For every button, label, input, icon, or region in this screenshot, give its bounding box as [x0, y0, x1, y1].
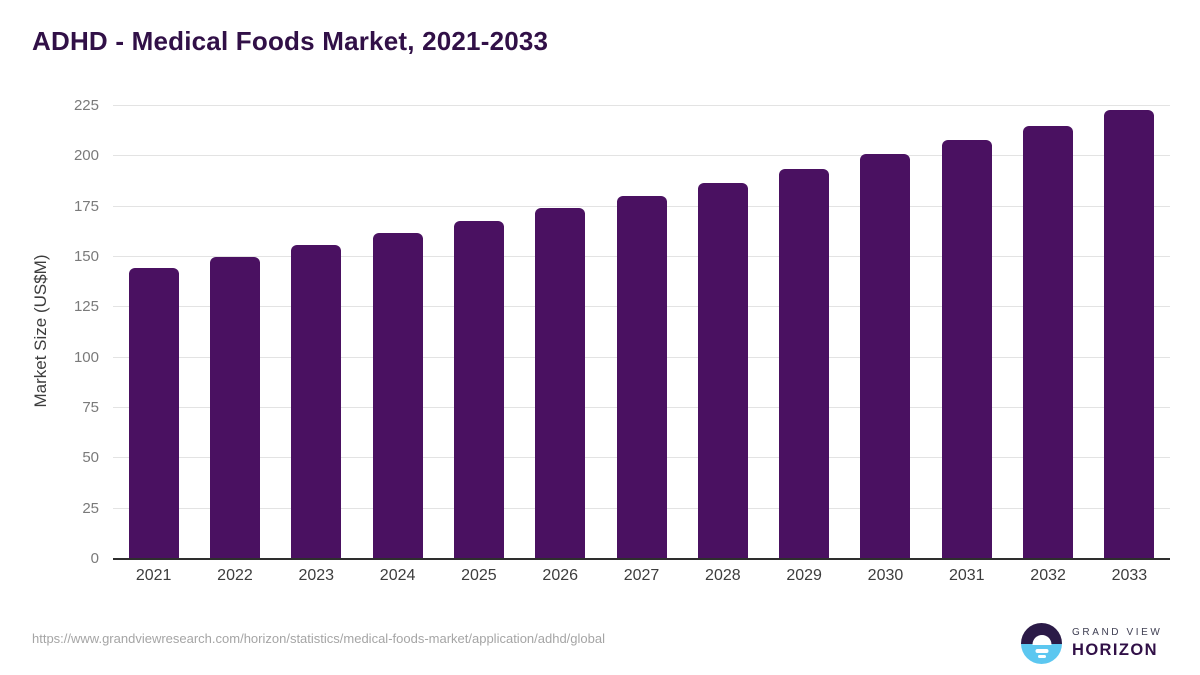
bar-2033[interactable] [1104, 110, 1155, 558]
bar-slot [438, 105, 519, 558]
bar-2031[interactable] [941, 140, 992, 558]
logo-sky-half [1021, 623, 1062, 644]
bar-slot [357, 105, 438, 558]
x-tick-label-2030: 2030 [867, 567, 904, 584]
bar-2022[interactable] [209, 257, 260, 558]
x-tick-label-2026: 2026 [542, 567, 579, 584]
x-tick-label-2023: 2023 [298, 567, 335, 584]
y-tick-label: 225 [73, 97, 99, 114]
logo-sun-dome [1032, 635, 1051, 645]
x-tick-label-2033: 2033 [1111, 567, 1148, 584]
bar-slot [194, 105, 275, 558]
bar-2030[interactable] [860, 154, 911, 558]
x-tick-label-2028: 2028 [705, 567, 741, 584]
y-tick-label: 50 [82, 449, 99, 467]
y-tick-label: 0 [90, 550, 99, 567]
y-tick-label: 150 [73, 248, 99, 265]
x-tick-label-2029: 2029 [786, 567, 822, 584]
bar-2026[interactable] [535, 207, 586, 558]
logo-grand-view-label: GRAND VIEW [1072, 627, 1163, 638]
logo-text: GRAND VIEW HORIZON [1072, 627, 1162, 660]
bar-slot [926, 105, 1007, 558]
logo-horizon-label: HORIZON [1072, 641, 1158, 659]
bar-2023[interactable] [291, 244, 342, 558]
gridline-0: 0 [91, 550, 1170, 567]
bar-slot [520, 105, 601, 558]
bar-2027[interactable] [616, 195, 667, 558]
bar-slot [682, 105, 763, 558]
x-axis-labels: 2021 2022 2023 2024 2025 2026 2027 2028 2029 2030… [113, 567, 1170, 585]
x-tick-label-2027: 2027 [623, 567, 660, 584]
x-axis-line [113, 558, 1170, 560]
chart-title: ADHD - Medical Foods Market, 2021-2033 [32, 26, 549, 56]
logo-reflection-bar [1037, 655, 1046, 658]
gridline-225: 225 [74, 97, 1170, 114]
y-tick-label: 75 [82, 399, 99, 416]
x-tick-label-2024: 2024 [379, 567, 416, 584]
x-tick-label-2031: 2031 [948, 567, 985, 584]
y-axis-title: Market Size (US$M) [31, 254, 50, 408]
x-tick-label-2032: 2032 [1030, 567, 1066, 584]
bar-2028[interactable] [697, 182, 748, 558]
x-tick-label-2021: 2021 [135, 567, 172, 584]
grand-view-horizon-logo: GRAND VIEW HORIZON [1021, 622, 1171, 666]
bar-slot [764, 105, 845, 558]
plot-area: 0 25 50 75 100 125 150 175 200 225 [74, 97, 1170, 567]
bar-slot [276, 105, 357, 558]
logo-sea-half [1021, 643, 1062, 664]
y-tick-label: 125 [73, 298, 99, 316]
bar-slot [845, 105, 926, 558]
bar-2029[interactable] [779, 169, 830, 558]
y-tick-label: 175 [73, 197, 99, 215]
x-tick-label-2025: 2025 [461, 567, 497, 584]
source-url: https://www.grandviewresearch.com/horizo… [32, 631, 605, 646]
y-tick-label: 100 [73, 348, 99, 366]
y-tick-label: 25 [82, 499, 99, 517]
bar-slot [601, 105, 682, 558]
bars-row [113, 105, 1170, 558]
x-tick-label-2022: 2022 [217, 567, 253, 584]
logo-reflection-bar [1035, 649, 1048, 653]
bar-slot [1007, 105, 1088, 558]
bar-slot [1089, 105, 1170, 558]
bar-2024[interactable] [372, 232, 423, 558]
bar-2032[interactable] [1023, 126, 1074, 558]
bar-2021[interactable] [128, 268, 179, 558]
bar-2025[interactable] [453, 220, 504, 558]
y-tick-label: 200 [73, 147, 99, 165]
bar-slot [113, 105, 194, 558]
gridline-200: 200 [74, 147, 1170, 164]
horizon-sun-icon [1021, 623, 1062, 664]
